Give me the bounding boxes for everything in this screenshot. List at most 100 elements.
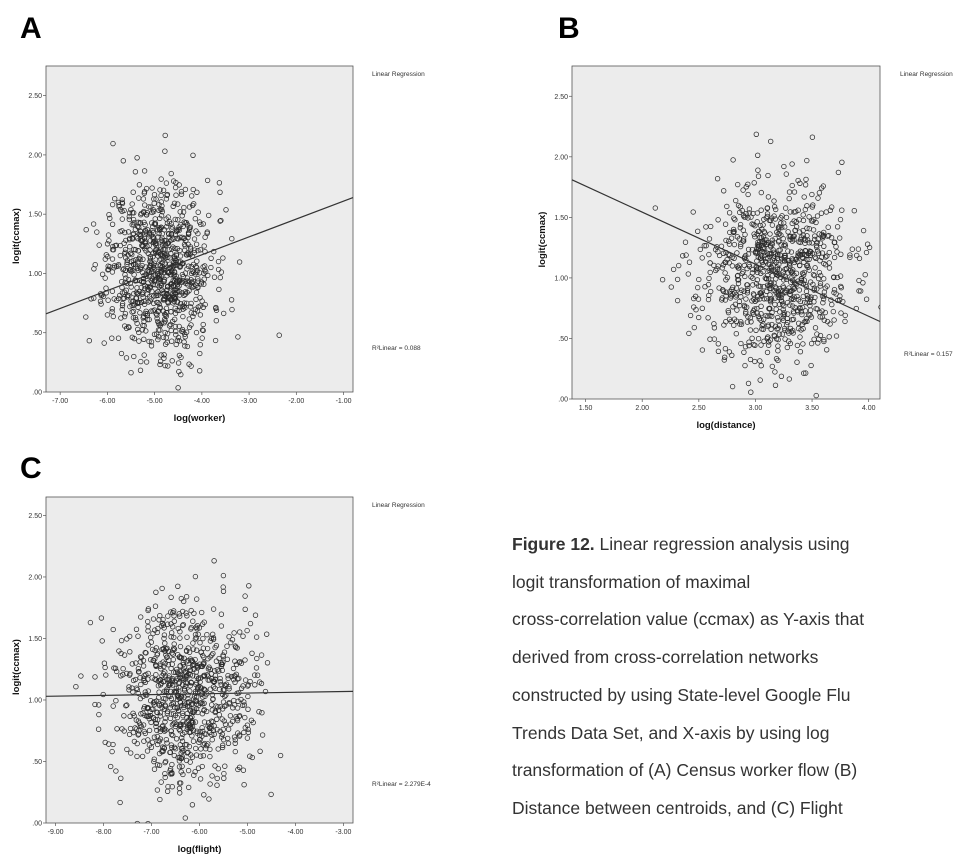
data-point <box>240 633 246 639</box>
data-point <box>145 642 152 648</box>
data-point <box>810 227 817 233</box>
data-point <box>179 746 185 752</box>
data-point <box>188 708 194 714</box>
data-point <box>218 623 225 629</box>
legend-linear-regression-a: Linear Regression <box>372 71 425 78</box>
data-point <box>138 614 144 620</box>
data-point <box>172 704 178 711</box>
data-point <box>220 659 226 665</box>
data-point <box>204 632 210 638</box>
data-point <box>83 314 89 320</box>
data-point <box>186 361 192 367</box>
data-point <box>192 719 199 725</box>
data-point <box>157 327 163 333</box>
data-point <box>724 274 731 281</box>
data-point <box>189 733 195 739</box>
data-point <box>209 652 215 658</box>
data-point <box>164 290 170 297</box>
data-point <box>786 330 792 336</box>
data-point <box>276 332 282 338</box>
data-point <box>197 736 203 743</box>
data-point <box>177 790 183 796</box>
data-point <box>158 237 165 243</box>
data-point <box>142 283 148 289</box>
data-point <box>168 280 174 287</box>
data-point <box>726 241 733 247</box>
data-points <box>83 132 282 391</box>
data-point <box>142 286 148 292</box>
data-point <box>110 626 116 633</box>
data-point <box>135 299 141 305</box>
data-point <box>171 744 178 750</box>
data-point <box>804 262 811 268</box>
data-point <box>839 207 845 213</box>
data-point <box>745 246 752 253</box>
data-point <box>790 233 796 240</box>
data-point <box>814 286 820 292</box>
data-point <box>134 155 140 161</box>
data-point <box>173 278 180 285</box>
data-point <box>137 675 143 681</box>
data-point <box>212 685 218 692</box>
data-point <box>738 294 744 300</box>
data-point <box>215 266 222 273</box>
data-point <box>220 572 227 579</box>
data-point <box>169 224 175 230</box>
data-point <box>119 300 126 307</box>
data-point <box>748 274 754 280</box>
data-point <box>758 290 764 296</box>
data-point <box>790 257 796 263</box>
data-point <box>800 232 807 238</box>
data-point <box>217 679 223 685</box>
data-point <box>783 171 789 177</box>
data-point <box>125 324 132 330</box>
data-point <box>141 318 147 325</box>
data-point <box>161 320 167 326</box>
data-point <box>692 293 699 299</box>
data-point <box>706 275 712 282</box>
data-point <box>753 265 760 271</box>
data-point <box>722 270 728 276</box>
data-point <box>190 186 196 193</box>
data-point <box>218 611 225 617</box>
data-point <box>834 224 841 230</box>
data-point <box>757 296 763 302</box>
data-point <box>799 270 806 276</box>
y-tick-label: 1.50 <box>28 636 42 643</box>
data-point <box>181 339 187 345</box>
data-point <box>789 220 795 227</box>
x-tick-label: -3.00 <box>335 829 351 836</box>
data-point <box>215 766 221 772</box>
data-point <box>113 263 120 270</box>
data-point <box>721 357 727 363</box>
data-point <box>815 195 821 201</box>
data-point <box>173 721 180 727</box>
data-point <box>786 260 793 266</box>
data-point <box>210 727 217 733</box>
data-point <box>110 313 116 320</box>
data-point <box>193 296 199 303</box>
data-point <box>212 763 218 769</box>
data-point <box>172 245 178 251</box>
data-point <box>726 238 732 244</box>
data-point <box>765 322 772 328</box>
data-point <box>234 676 241 682</box>
data-point <box>766 342 772 348</box>
data-point <box>99 638 105 644</box>
data-point <box>186 784 192 791</box>
data-point <box>193 289 200 296</box>
data-point <box>162 329 168 336</box>
data-point <box>708 223 714 230</box>
data-point <box>199 763 205 770</box>
data-point <box>695 284 701 291</box>
data-point <box>228 297 235 303</box>
data-point <box>161 316 168 323</box>
data-point <box>198 649 204 655</box>
data-point <box>750 291 757 297</box>
data-point <box>153 240 159 247</box>
data-point <box>179 735 185 741</box>
data-point <box>826 249 832 256</box>
data-point <box>175 360 182 366</box>
data-point <box>157 274 163 280</box>
data-point <box>171 608 177 614</box>
